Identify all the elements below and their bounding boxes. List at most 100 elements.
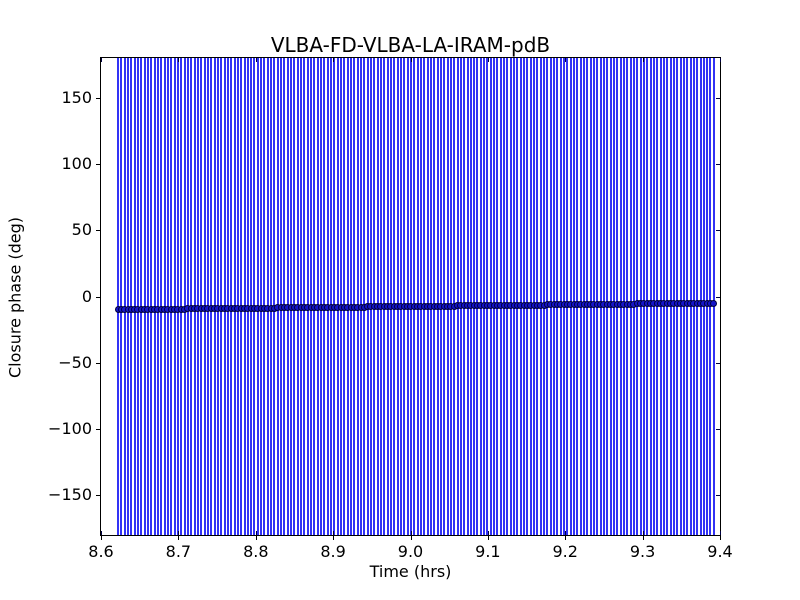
errorbar — [300, 58, 303, 535]
errorbar — [383, 58, 386, 535]
y-tick-mark — [96, 296, 100, 298]
errorbar — [689, 58, 692, 535]
errorbar — [486, 58, 489, 535]
errorbar — [210, 58, 213, 535]
errorbar — [576, 58, 579, 535]
errorbar — [679, 58, 682, 535]
errorbar — [436, 58, 439, 535]
errorbar — [632, 58, 635, 535]
errorbar — [266, 58, 269, 535]
x-tick-mark — [642, 536, 644, 540]
y-axis-label: Closure phase (deg) — [5, 216, 25, 379]
x-tick-label: 8.8 — [243, 542, 269, 561]
errorbar — [473, 58, 476, 535]
x-axis-label: Time (hrs) — [369, 562, 452, 581]
errorbar — [330, 58, 333, 535]
y-tick-mark-right — [716, 164, 720, 165]
errorbar — [479, 58, 482, 535]
errorbar — [170, 58, 173, 535]
errorbar — [602, 58, 605, 535]
x-tick-mark-top — [178, 58, 180, 62]
errorbar — [586, 58, 589, 535]
y-tick-mark-right — [716, 495, 720, 497]
errorbar — [146, 58, 149, 535]
errorbar — [706, 58, 709, 535]
x-tick-mark-top — [255, 58, 257, 62]
errorbar — [419, 58, 422, 535]
errorbar — [183, 58, 186, 535]
x-tick-mark-inner — [255, 531, 257, 535]
errorbar — [173, 58, 176, 535]
x-tick-mark-top — [720, 58, 721, 62]
errorbar — [596, 58, 599, 535]
errorbar — [310, 58, 313, 535]
errorbar — [320, 58, 323, 535]
errorbar — [343, 58, 346, 535]
x-tick-mark — [101, 536, 102, 540]
errorbar — [243, 58, 246, 535]
errorbar — [496, 58, 499, 535]
y-tick-label: −50 — [58, 352, 92, 372]
x-tick-mark-inner — [642, 531, 644, 535]
errorbar — [423, 58, 426, 535]
y-tick-label: 50 — [71, 220, 92, 240]
errorbar — [629, 58, 632, 535]
y-tick-label: 0 — [81, 286, 92, 306]
errorbar — [379, 58, 382, 535]
errorbar — [240, 58, 243, 535]
errorbar — [130, 58, 133, 535]
plot-area — [100, 57, 721, 536]
errorbar — [353, 58, 356, 535]
errorbar — [306, 58, 309, 535]
errorbar — [489, 58, 492, 535]
errorbar — [626, 58, 629, 535]
errorbar — [133, 58, 136, 535]
errorbar — [702, 58, 705, 535]
errorbar — [153, 58, 156, 535]
y-tick-mark — [96, 97, 100, 99]
errorbar — [399, 58, 402, 535]
errorbar — [236, 58, 239, 535]
errorbar — [692, 58, 695, 535]
errorbar — [150, 58, 153, 535]
errorbar — [180, 58, 183, 535]
errorbar — [316, 58, 319, 535]
errorbar — [583, 58, 585, 535]
x-tick-mark-inner — [487, 531, 489, 535]
y-tick-mark-right — [716, 230, 720, 232]
errorbar — [190, 58, 193, 535]
errorbar — [612, 58, 615, 535]
errorbar — [682, 58, 685, 535]
errorbar — [376, 58, 379, 535]
errorbar — [659, 58, 662, 535]
errorbar — [216, 58, 219, 535]
x-tick-label: 9.0 — [397, 542, 424, 561]
errorbar — [326, 58, 329, 535]
errorbar — [712, 58, 715, 535]
errorbar — [619, 58, 622, 535]
errorbar — [286, 58, 289, 535]
x-tick-label: 8.6 — [88, 542, 114, 561]
x-tick-mark-top — [487, 58, 489, 62]
errorbar — [246, 58, 249, 535]
errorbar — [323, 58, 326, 535]
y-tick-mark — [96, 164, 100, 165]
x-tick-mark — [410, 536, 412, 540]
x-tick-mark-inner — [333, 531, 335, 535]
errorbar — [293, 58, 296, 535]
errorbar — [233, 58, 236, 535]
errorbar — [393, 58, 396, 535]
x-tick-mark — [255, 536, 257, 540]
errorbar — [556, 58, 559, 535]
errorbar — [686, 58, 689, 535]
errorbar — [529, 58, 532, 535]
errorbar — [363, 58, 366, 535]
x-tick-label: 9.2 — [552, 542, 578, 561]
errorbar — [566, 58, 569, 535]
errorbar — [606, 58, 609, 535]
y-tick-label: −150 — [48, 485, 92, 505]
errorbar — [622, 58, 625, 535]
x-tick-mark — [565, 536, 567, 540]
errorbar — [250, 58, 253, 535]
errorbar — [616, 58, 619, 535]
